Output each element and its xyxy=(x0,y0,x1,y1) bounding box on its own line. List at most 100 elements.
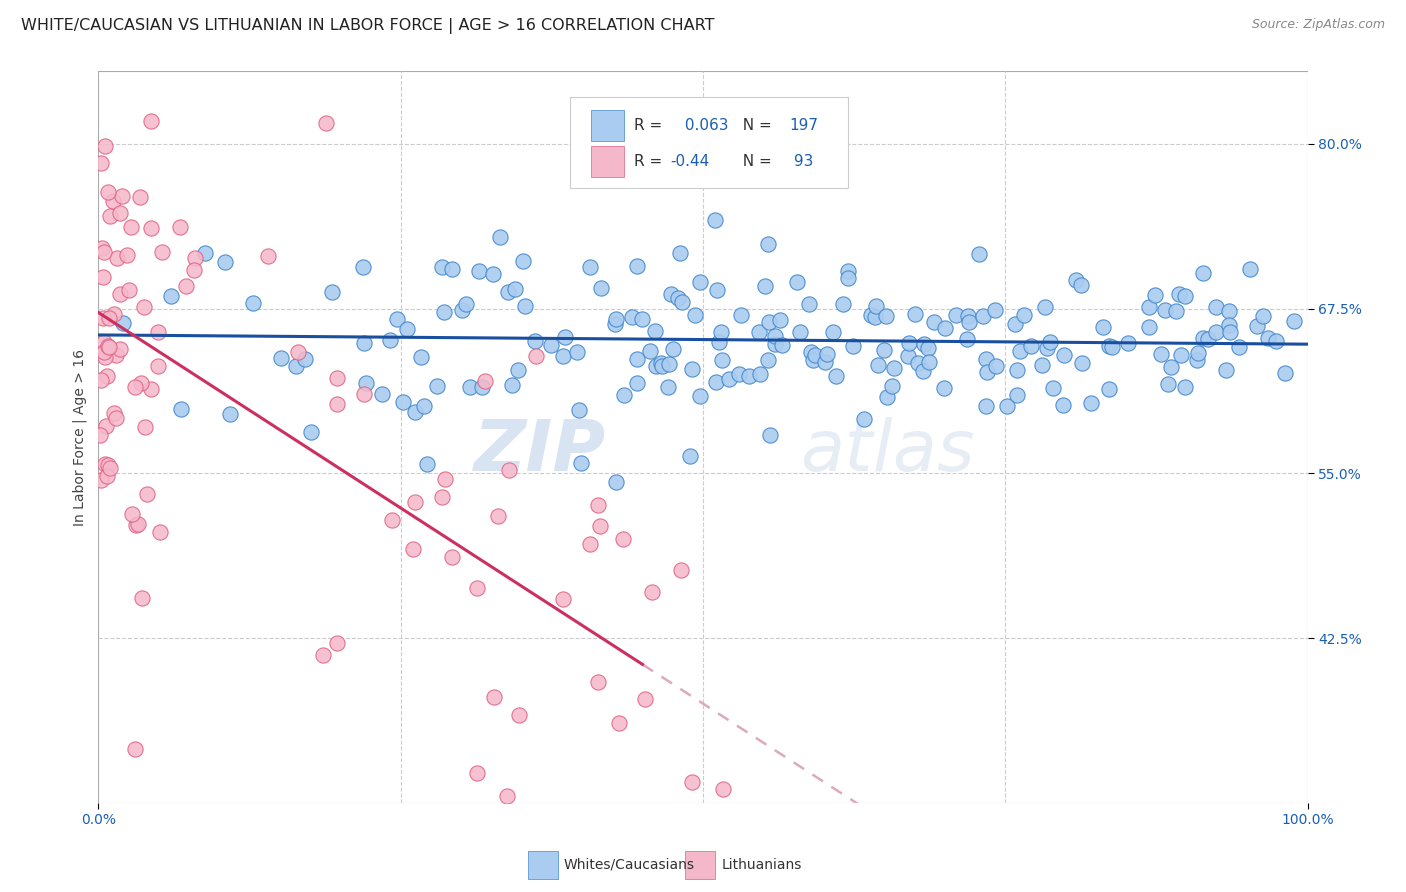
Point xyxy=(689,389,711,403)
Point xyxy=(1219,326,1241,340)
Point xyxy=(160,289,183,303)
Point xyxy=(482,267,505,281)
Point xyxy=(315,116,337,130)
Point xyxy=(1205,301,1227,315)
Point xyxy=(1031,358,1053,372)
Point xyxy=(326,371,349,385)
Point xyxy=(1167,286,1189,301)
Point xyxy=(465,765,488,780)
Point xyxy=(1227,340,1250,354)
Point xyxy=(1144,287,1167,301)
Point xyxy=(863,310,886,325)
Point xyxy=(630,312,652,326)
Text: 93: 93 xyxy=(789,153,813,169)
FancyBboxPatch shape xyxy=(685,851,716,879)
Point xyxy=(354,376,377,391)
Point xyxy=(918,355,941,369)
Text: Lithuanians: Lithuanians xyxy=(721,858,801,872)
Point xyxy=(1215,363,1237,377)
Point xyxy=(103,307,125,321)
Point xyxy=(821,325,844,339)
Point xyxy=(149,524,172,539)
Point xyxy=(912,336,935,351)
Point xyxy=(955,332,977,346)
Point xyxy=(1080,395,1102,409)
Point xyxy=(456,297,478,311)
Point xyxy=(1246,318,1268,333)
Text: N =: N = xyxy=(734,119,778,133)
Point xyxy=(873,343,896,358)
Point xyxy=(605,312,627,326)
Point xyxy=(506,363,529,377)
Point xyxy=(644,324,666,338)
Point xyxy=(603,318,626,332)
Point xyxy=(1052,398,1074,412)
Point xyxy=(1239,261,1261,276)
Point xyxy=(104,410,127,425)
Point xyxy=(567,403,589,417)
Point xyxy=(325,636,347,650)
Point xyxy=(1012,308,1035,322)
Point xyxy=(127,516,149,531)
Point xyxy=(121,507,143,521)
Point xyxy=(503,282,526,296)
Point xyxy=(353,387,375,401)
Point xyxy=(591,281,613,295)
Point xyxy=(621,310,644,324)
Point xyxy=(897,336,920,351)
Point xyxy=(831,297,853,311)
Point xyxy=(1157,377,1180,392)
Point xyxy=(128,190,150,204)
Point xyxy=(1071,356,1094,370)
Point xyxy=(666,291,689,305)
Point xyxy=(183,262,205,277)
Point xyxy=(139,221,162,235)
Point xyxy=(728,367,751,381)
Point xyxy=(132,300,155,314)
Point xyxy=(569,456,592,470)
Point xyxy=(565,345,588,359)
Point xyxy=(1282,314,1305,328)
Point xyxy=(1098,382,1121,396)
Point xyxy=(508,707,530,722)
Point xyxy=(789,325,811,339)
Point xyxy=(797,297,820,311)
Point xyxy=(633,692,655,706)
FancyBboxPatch shape xyxy=(569,97,848,188)
Point xyxy=(659,286,682,301)
FancyBboxPatch shape xyxy=(591,111,624,141)
Point xyxy=(984,359,1007,373)
Text: -0.44: -0.44 xyxy=(671,153,710,169)
Point xyxy=(882,379,904,393)
Point xyxy=(917,341,939,355)
Text: N =: N = xyxy=(734,153,778,169)
Point xyxy=(865,299,887,313)
Point xyxy=(1174,289,1197,303)
Point xyxy=(668,246,690,260)
Point xyxy=(754,279,776,293)
Point xyxy=(1005,363,1028,377)
Point xyxy=(105,348,128,362)
Text: WHITE/CAUCASIAN VS LITHUANIAN IN LABOR FORCE | AGE > 16 CORRELATION CHART: WHITE/CAUCASIAN VS LITHUANIAN IN LABOR F… xyxy=(21,18,714,34)
Point xyxy=(758,236,780,251)
Point xyxy=(626,376,648,391)
Point xyxy=(89,428,111,442)
Point xyxy=(513,299,536,313)
Point xyxy=(974,351,997,366)
Point xyxy=(681,362,703,376)
Point xyxy=(90,473,112,487)
Point xyxy=(1170,348,1192,362)
Point xyxy=(748,326,770,340)
Point xyxy=(770,338,793,352)
Point xyxy=(396,322,419,336)
Point xyxy=(385,312,408,326)
Point xyxy=(1039,334,1062,349)
Point xyxy=(441,261,464,276)
Point xyxy=(907,356,929,370)
Point xyxy=(433,472,456,486)
Point xyxy=(607,716,630,731)
Point xyxy=(90,373,112,387)
Point xyxy=(124,742,146,756)
Point xyxy=(512,254,534,268)
Point xyxy=(683,308,706,322)
